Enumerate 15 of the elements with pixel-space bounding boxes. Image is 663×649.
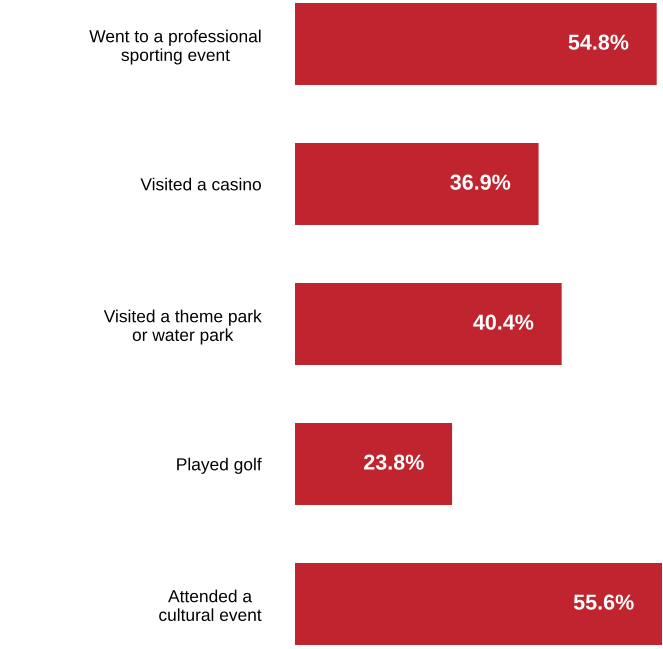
bar (295, 562, 662, 645)
bar (295, 142, 539, 226)
y-tick-label: Went to a professional sporting event (89, 30, 261, 65)
data-label: 55.6% (574, 594, 634, 610)
data-label: 23.8% (364, 454, 424, 470)
data-label: 54.8% (568, 34, 628, 50)
bar (295, 3, 657, 86)
bar (295, 282, 562, 366)
y-tick-label: Attended a cultural event (159, 590, 262, 622)
bar (295, 422, 452, 506)
data-label: 36.9% (450, 174, 510, 190)
y-tick-label: Played golf (177, 458, 262, 474)
y-tick-label: Visited a casino (140, 178, 261, 190)
y-tick-label: Visited a theme park or water park (104, 310, 262, 344)
data-label: 40.4% (473, 314, 534, 330)
